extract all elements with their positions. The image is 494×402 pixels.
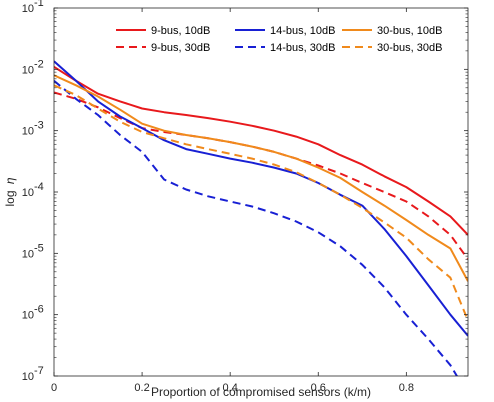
x-tick-label: 0 (51, 382, 57, 394)
y-tick-label: 10 (22, 126, 34, 138)
y-tick-exponent: -1 (34, 0, 44, 9)
series-line-5 (54, 84, 468, 321)
y-tick-label: 10 (22, 187, 34, 199)
y-tick-exponent: -7 (34, 365, 44, 377)
y-tick-exponent: -5 (34, 242, 44, 254)
legend-label-5: 30-bus, 30dB (377, 42, 442, 54)
y-tick-exponent: -4 (34, 181, 44, 193)
y-tick-base: 10 (22, 248, 34, 260)
y-axis-label-symbol: η (3, 177, 17, 184)
x-axis-label: Proportion of compromised sensors (k/m) (151, 385, 371, 399)
y-tick-label: 10 (22, 64, 34, 76)
plot-frame (53, 7, 469, 377)
y-tick-label: 10 (22, 248, 34, 260)
y-tick-base: 10 (22, 126, 34, 138)
legend-label-3: 14-bus, 30dB (270, 42, 335, 54)
y-tick-exponent: -2 (34, 58, 44, 70)
y-tick-base: 10 (22, 64, 34, 76)
y-tick-label: 10 (22, 371, 34, 383)
series-line-4 (54, 74, 468, 282)
y-tick-label: 10 (22, 3, 34, 15)
x-tick-label: 0.4 (223, 382, 238, 394)
y-tick-exponent: -3 (34, 120, 44, 132)
series-line-3 (54, 80, 459, 376)
y-axis-label-text: log (3, 191, 17, 207)
x-tick-label: 0.8 (399, 382, 414, 394)
legend-label-0: 9-bus, 10dB (151, 25, 210, 37)
legend: 9-bus, 10dB 14-bus, 10dB 30-bus, 10dB 9-bus… (116, 25, 442, 54)
y-tick-label: 10 (22, 310, 34, 322)
y-tick-base: 10 (22, 371, 34, 383)
series-line-1 (54, 91, 468, 260)
legend-label-4: 30-bus, 10dB (377, 25, 442, 37)
legend-label-1: 9-bus, 30dB (151, 42, 210, 54)
axes-layer: 0 0.2 0.4 0.6 0.810 -710 -610-510-410-310 -210-… (22, 0, 469, 394)
series-layer (54, 60, 468, 376)
series-line-0 (54, 65, 468, 236)
y-tick-base: 10 (22, 310, 34, 322)
series-line-2 (54, 60, 468, 337)
y-tick-base: 10 (22, 187, 34, 199)
y-tick-base: 10 (22, 3, 34, 15)
y-axis-label: log η (3, 177, 17, 206)
x-tick-label: 0.2 (134, 382, 149, 394)
x-tick-label: 0.6 (311, 382, 326, 394)
legend-label-2: 14-bus, 10dB (270, 25, 335, 37)
y-tick-exponent: -6 (34, 304, 44, 316)
